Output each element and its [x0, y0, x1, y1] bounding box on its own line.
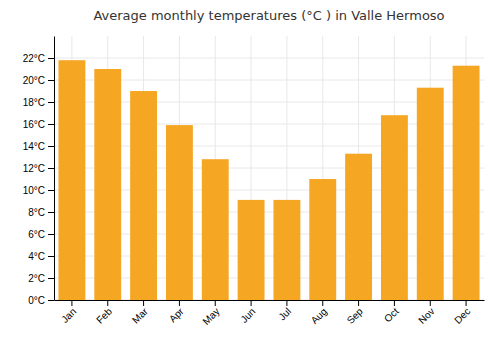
- tick: 22°C: [23, 53, 54, 64]
- tick-mark: [466, 300, 467, 306]
- tick: Jul: [276, 300, 293, 322]
- tick: Dec: [452, 300, 472, 326]
- tick: Jan: [59, 300, 78, 325]
- tick-mark: [48, 190, 54, 191]
- x-axis: Jan Feb Mar Apr May Jun Jul Aug Sep Oct Nov Dec: [55, 300, 485, 327]
- tick: Mar: [130, 300, 150, 326]
- tick-label: 0°C: [28, 295, 45, 306]
- bar: [453, 66, 480, 300]
- tick: Apr: [167, 300, 186, 324]
- tick-label: Sep: [345, 305, 366, 326]
- tick: Nov: [416, 300, 436, 326]
- tick-mark: [71, 300, 72, 306]
- grid: [54, 36, 484, 300]
- bar: [130, 91, 157, 300]
- tick-mark: [48, 58, 54, 59]
- tick: 8°C: [28, 207, 54, 218]
- axis-line: [55, 300, 485, 301]
- tick: 12°C: [23, 163, 54, 174]
- tick-mark: [143, 300, 144, 306]
- tick-label: Dec: [452, 306, 472, 326]
- tick-label: Aug: [309, 306, 329, 326]
- tick-label: 10°C: [23, 185, 45, 196]
- tick-mark: [48, 168, 54, 169]
- tick: 16°C: [23, 119, 54, 130]
- bar: [345, 154, 372, 300]
- bar: [94, 69, 121, 300]
- tick-label: 8°C: [28, 207, 45, 218]
- bar: [166, 125, 193, 300]
- tick-mark: [48, 102, 54, 103]
- tick: Aug: [309, 300, 329, 326]
- tick-mark: [48, 212, 54, 213]
- tick-mark: [358, 300, 359, 306]
- y-axis: 0°C 2°C 4°C 6°C 8°C 10°C 12°C 14°C 16°C 18°C 20°C 2…: [23, 37, 55, 306]
- tick-label: 22°C: [23, 53, 45, 64]
- bar: [309, 179, 336, 300]
- tick: Sep: [345, 300, 366, 326]
- bar: [58, 60, 85, 300]
- tick-mark: [107, 300, 108, 306]
- tick-label: 12°C: [23, 163, 45, 174]
- tick-mark: [322, 300, 323, 306]
- tick: 0°C: [28, 295, 54, 306]
- bar: [417, 88, 444, 300]
- title: Average monthly temperatures (°C ) in Va…: [93, 8, 444, 23]
- tick-mark: [215, 300, 216, 306]
- tick: 6°C: [28, 229, 54, 240]
- chart: Jan Feb Mar Apr May Jun Jul Aug Sep Oct Nov Dec 0°C 2…: [0, 0, 500, 350]
- tick-mark: [48, 80, 54, 81]
- plot: Jan Feb Mar Apr May Jun Jul Aug Sep Oct Nov Dec 0°C 2…: [23, 36, 485, 327]
- tick-mark: [48, 146, 54, 147]
- bar: [273, 200, 300, 300]
- tick-label: Feb: [94, 305, 114, 325]
- tick-label: Jan: [59, 306, 78, 325]
- tick-label: 14°C: [23, 141, 45, 152]
- tick-label: Jul: [276, 306, 293, 323]
- tick: 20°C: [23, 75, 54, 86]
- tick-label: May: [200, 306, 221, 327]
- tick-mark: [251, 300, 252, 306]
- tick-label: Mar: [130, 305, 150, 325]
- tick-mark: [48, 124, 54, 125]
- bars: [58, 60, 479, 300]
- tick-label: Nov: [416, 306, 436, 326]
- tick: 2°C: [28, 273, 54, 284]
- tick: May: [200, 300, 221, 327]
- bar: [381, 115, 408, 300]
- tick-mark: [48, 278, 54, 279]
- tick-mark: [430, 300, 431, 306]
- tick-label: 4°C: [28, 251, 45, 262]
- tick-label: 16°C: [23, 119, 45, 130]
- tick-mark: [48, 256, 54, 257]
- tick: 10°C: [23, 185, 54, 196]
- tick-label: 18°C: [23, 97, 45, 108]
- tick-label: 2°C: [28, 273, 45, 284]
- tick-label: Jun: [238, 306, 257, 325]
- tick-mark: [48, 234, 54, 235]
- tick: Feb: [94, 300, 114, 326]
- tick-mark: [179, 300, 180, 306]
- grid-line: [54, 58, 484, 59]
- tick-label: 20°C: [23, 75, 45, 86]
- tick: Jun: [238, 300, 257, 325]
- tick-mark: [394, 300, 395, 306]
- bar: [238, 200, 265, 300]
- tick-label: 6°C: [28, 229, 45, 240]
- tick-label: Oct: [382, 306, 401, 325]
- tick-label: Apr: [167, 305, 186, 324]
- tick: 4°C: [28, 251, 54, 262]
- tick-mark: [286, 300, 287, 306]
- bar: [202, 159, 229, 300]
- tick-mark: [48, 300, 54, 301]
- tick: 14°C: [23, 141, 54, 152]
- tick: Oct: [382, 300, 401, 324]
- axis-line: [54, 37, 55, 301]
- tick: 18°C: [23, 97, 54, 108]
